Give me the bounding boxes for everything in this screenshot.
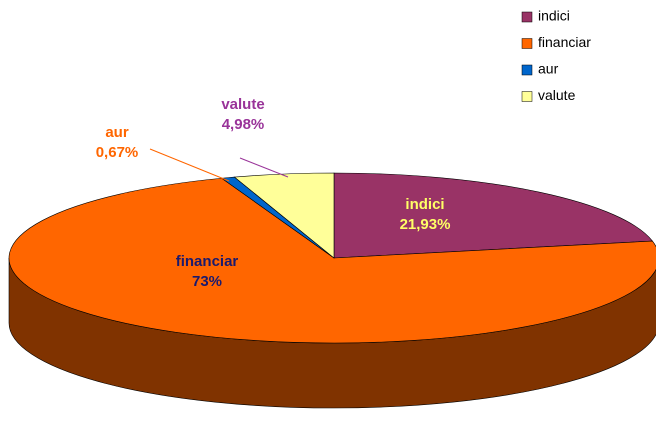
legend-label: aur: [538, 61, 559, 77]
leader-line: [239, 157, 289, 178]
legend-label: valute: [538, 87, 576, 103]
leader-line: [149, 148, 230, 182]
slice-label: valute: [221, 96, 264, 113]
value-label: 73%: [192, 273, 222, 290]
slice: [8, 177, 656, 344]
slice: [333, 172, 654, 259]
slice-label: financiar: [176, 253, 239, 270]
value-label: 0,67%: [96, 144, 139, 161]
value-label: 21,93%: [400, 216, 451, 233]
slice-label: indici: [405, 196, 444, 213]
legend-swatch: [521, 11, 533, 23]
legend-label: financiar: [538, 34, 591, 50]
legend-label: indici: [538, 8, 570, 24]
legend-swatch: [521, 64, 533, 76]
slice: [233, 172, 335, 259]
legend-swatch: [521, 91, 533, 102]
legend-swatch: [521, 38, 533, 49]
value-label: 4,98%: [222, 116, 265, 133]
slice-label: aur: [105, 124, 129, 141]
